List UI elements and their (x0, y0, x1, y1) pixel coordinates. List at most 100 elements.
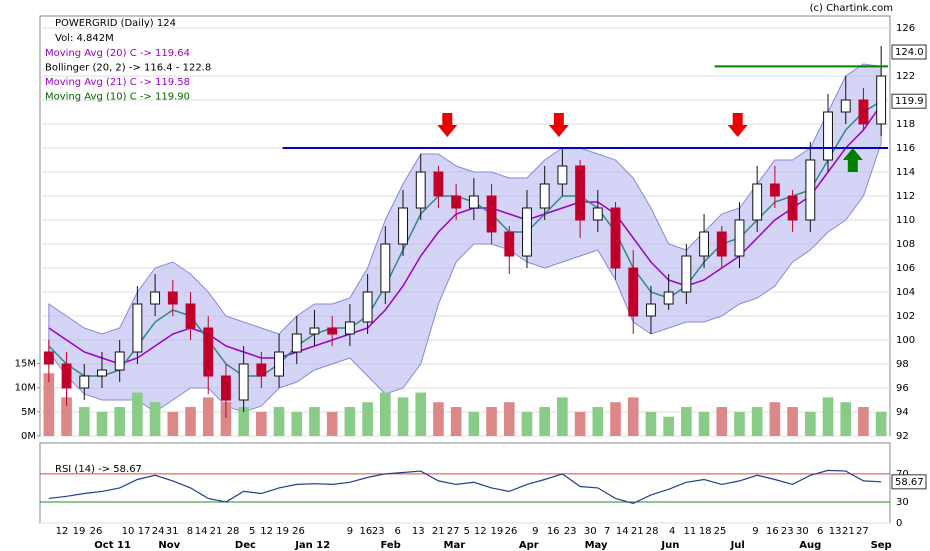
x-tick-label: 24 (152, 526, 165, 537)
y-tick-label: 92 (896, 431, 909, 442)
x-tick-label: 8 (187, 526, 193, 537)
volume-bar (238, 407, 249, 436)
volume-bar (486, 407, 497, 436)
y-tick-label: 110 (896, 215, 915, 226)
candle-body (575, 165, 586, 221)
candle-body (327, 327, 338, 335)
candle-body (716, 231, 727, 257)
legend-entry: Moving Avg (20) C -> 119.64 (45, 48, 190, 59)
x-tick-label: 7 (604, 526, 610, 537)
rsi-line (48, 469, 882, 504)
volume-label: Vol: 4.842M (55, 33, 114, 44)
candle-body (539, 183, 550, 209)
volume-bar (344, 407, 356, 436)
volume-bar (875, 411, 887, 436)
volume-bar (415, 392, 427, 436)
x-tick-label: 26 (90, 526, 103, 537)
y-tick-label: 102 (896, 311, 915, 322)
volume-bar (326, 411, 338, 436)
x-tick-label: 31 (166, 526, 179, 537)
x-tick-label: 9 (532, 526, 538, 537)
candle-body (43, 351, 54, 365)
volume-bar (645, 411, 657, 436)
x-tick-label: 12 (260, 526, 273, 537)
y-tick-label: 116 (896, 143, 915, 154)
volume-bar (309, 407, 320, 436)
vol-tick-label: 5M (21, 407, 36, 418)
x-tick-label: 6 (395, 526, 401, 537)
volume-bar (858, 407, 869, 436)
volume-bar (539, 407, 550, 436)
candle-body (114, 351, 125, 371)
volume-bar (96, 411, 108, 436)
price-flag-label: 124.0 (895, 47, 924, 58)
x-tick-label: 21 (842, 526, 855, 537)
vol-tick-label: 0M (21, 431, 36, 442)
volume-bar (61, 397, 72, 436)
volume-bar (592, 407, 604, 436)
candle-body (876, 75, 887, 125)
candle-body (840, 99, 851, 113)
volume-bar (769, 402, 781, 436)
x-tick-label: 16 (547, 526, 560, 537)
candle-body (203, 327, 214, 377)
x-tick-label: 6 (817, 526, 823, 537)
candle-body (274, 351, 284, 377)
volume-bar (114, 407, 125, 436)
x-tick-label: 21 (210, 526, 223, 537)
month-label: May (585, 540, 608, 551)
y-tick-label: 98 (896, 359, 909, 370)
candle-body (167, 291, 178, 305)
x-tick-label: 23 (372, 526, 385, 537)
month-label: Mar (444, 540, 466, 551)
candle-body (628, 267, 639, 317)
rsi-tick-label: 0 (896, 518, 902, 529)
candle-body (150, 291, 161, 305)
x-tick-label: 17 (138, 526, 151, 537)
x-tick-label: 26 (505, 526, 518, 537)
month-label: Jan 12 (294, 540, 330, 551)
arrow (437, 113, 458, 137)
x-tick-label: 26 (292, 526, 305, 537)
x-tick-label: 19 (276, 526, 289, 537)
volume-bar (751, 407, 763, 436)
rsi-flag-label: 58.67 (895, 477, 924, 488)
vol-tick-label: 15M (15, 359, 36, 370)
vol-tick-label: 10M (15, 383, 36, 394)
x-tick-label: 14 (195, 526, 208, 537)
x-tick-label: 28 (646, 526, 659, 537)
x-tick-label: 21 (631, 526, 644, 537)
x-tick-label: 30 (796, 526, 809, 537)
candle-body (79, 375, 90, 389)
month-label: Feb (380, 540, 400, 551)
candle-body (681, 255, 692, 293)
y-tick-label: 126 (896, 23, 915, 34)
candle-body (451, 195, 462, 209)
y-tick-label: 94 (896, 407, 909, 418)
volume-bar (716, 407, 728, 436)
volume-bar (202, 397, 214, 436)
volume-bar (734, 411, 745, 436)
x-tick-label: 16 (359, 526, 372, 537)
volume-bar (78, 407, 90, 436)
legend-entry: Moving Avg (10) C -> 119.90 (45, 92, 190, 103)
x-tick-label: 23 (564, 526, 577, 537)
price-flag (891, 44, 927, 60)
volume-bar (468, 411, 480, 436)
y-tick-label: 104 (896, 287, 915, 298)
x-tick-label: 11 (684, 526, 697, 537)
candle-body (398, 207, 408, 245)
candle-body (769, 183, 780, 197)
candle-body (291, 333, 302, 353)
candle-body (787, 195, 798, 221)
y-tick-label: 100 (896, 335, 915, 346)
x-tick-label: 21 (432, 526, 445, 537)
volume-bar (681, 407, 692, 436)
volume-bar (149, 402, 161, 436)
candle-body (805, 159, 816, 221)
volume-bar (627, 397, 639, 436)
x-tick-label: 4 (669, 526, 675, 537)
x-tick-label: 19 (73, 526, 86, 537)
y-tick-label: 108 (896, 239, 915, 250)
